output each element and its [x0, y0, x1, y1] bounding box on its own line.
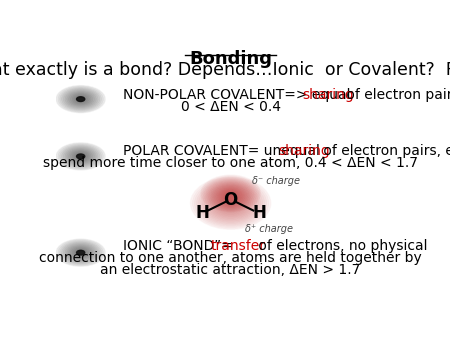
Ellipse shape [60, 145, 102, 168]
Ellipse shape [65, 148, 96, 165]
Ellipse shape [74, 152, 88, 160]
Ellipse shape [76, 96, 86, 102]
Ellipse shape [74, 249, 88, 257]
Ellipse shape [56, 86, 105, 113]
Ellipse shape [67, 149, 94, 164]
Ellipse shape [63, 243, 98, 262]
Ellipse shape [58, 87, 104, 112]
Ellipse shape [56, 143, 105, 170]
Text: spend more time closer to one atom, 0.4 < ΔEN < 1.7: spend more time closer to one atom, 0.4 … [43, 156, 418, 170]
Ellipse shape [77, 154, 84, 158]
Ellipse shape [68, 246, 93, 260]
Ellipse shape [68, 92, 93, 106]
Ellipse shape [76, 250, 86, 256]
Ellipse shape [62, 89, 100, 110]
Ellipse shape [67, 245, 94, 260]
Text: of electron pairs, e-’s: of electron pairs, e-’s [319, 144, 450, 158]
Text: 0 < ΔEN < 0.4: 0 < ΔEN < 0.4 [180, 100, 281, 114]
Text: H: H [252, 204, 266, 222]
Ellipse shape [62, 242, 100, 263]
Ellipse shape [72, 151, 90, 161]
Ellipse shape [60, 241, 102, 264]
Text: δ⁺ charge: δ⁺ charge [245, 224, 292, 234]
Text: δ⁻ charge: δ⁻ charge [252, 176, 300, 186]
Ellipse shape [67, 91, 94, 107]
Ellipse shape [65, 244, 96, 261]
Text: NON-POLAR COVALENT=> equal: NON-POLAR COVALENT=> equal [122, 88, 355, 102]
Ellipse shape [76, 97, 85, 101]
Ellipse shape [62, 146, 100, 167]
Text: What exactly is a bond? Depends…Ionic  or Covalent?  Polar?: What exactly is a bond? Depends…Ionic or… [0, 62, 450, 79]
Ellipse shape [56, 239, 105, 266]
Ellipse shape [60, 88, 102, 111]
Ellipse shape [79, 252, 82, 254]
Text: sharing: sharing [279, 144, 330, 158]
Ellipse shape [79, 155, 82, 158]
Ellipse shape [70, 150, 91, 162]
Text: an electrostatic attraction, ΔEN > 1.7: an electrostatic attraction, ΔEN > 1.7 [100, 263, 361, 277]
Ellipse shape [79, 98, 82, 100]
Ellipse shape [70, 93, 91, 105]
Text: sharing: sharing [302, 88, 354, 102]
Ellipse shape [68, 150, 93, 163]
Text: POLAR COVALENT= unequal: POLAR COVALENT= unequal [122, 144, 324, 158]
Ellipse shape [77, 97, 84, 101]
Text: O: O [224, 191, 238, 209]
Ellipse shape [58, 144, 104, 169]
Ellipse shape [70, 247, 91, 259]
Ellipse shape [63, 90, 98, 109]
Ellipse shape [72, 94, 90, 104]
Ellipse shape [76, 250, 85, 255]
Ellipse shape [72, 248, 90, 258]
Ellipse shape [65, 91, 96, 108]
Text: H: H [195, 204, 209, 222]
Ellipse shape [63, 147, 98, 166]
Text: IONIC “BOND”=: IONIC “BOND”= [122, 239, 237, 253]
Text: transfer: transfer [211, 239, 266, 253]
Ellipse shape [77, 251, 84, 255]
Text: of electron pair: of electron pair [342, 88, 450, 102]
Text: connection to one another, atoms are held together by: connection to one another, atoms are hel… [39, 251, 422, 265]
Ellipse shape [76, 153, 86, 159]
Ellipse shape [76, 154, 85, 159]
Ellipse shape [74, 95, 88, 103]
Text: of electrons, no physical: of electrons, no physical [254, 239, 427, 253]
Ellipse shape [58, 240, 104, 265]
Text: Bonding: Bonding [189, 50, 272, 68]
